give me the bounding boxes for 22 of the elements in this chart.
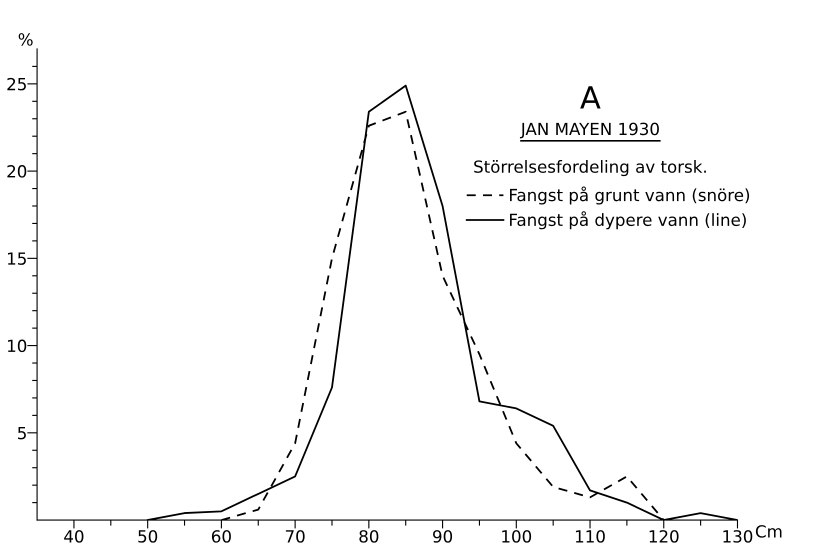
text: A [580,86,601,109]
annotation: Störrelsesfordeling av torsk. [474,160,706,176]
text: JAN MAYEN 1930 [520,122,659,138]
y-tick-label: 20 [7,165,26,178]
x-tick-label: 120 [650,530,679,543]
x-tick-label: 100 [502,530,532,543]
y-tick-label: 10 [8,340,26,352]
x-tick-label: 60 [212,530,231,543]
x-tick-label: 50 [138,530,158,543]
y-tick-label: 15 [8,252,26,265]
x-tick-label: 110 [576,530,605,543]
y-tick-label: 25 [7,78,26,90]
x-tick-label: 90 [433,530,452,543]
legend-label: Fangst på dypere vann (line) [510,211,746,230]
y-axis-title: % [18,33,33,46]
x-tick-label: 80 [359,530,378,543]
y-tick-label: 5 [18,427,26,440]
x-axis-title: Cm [756,525,782,538]
x-tick-label: 40 [64,530,84,543]
legend-label: Fangst på grunt vann (snöre) [510,186,750,205]
x-tick-label: 130 [723,530,752,543]
x-tick-label: 70 [286,530,305,543]
